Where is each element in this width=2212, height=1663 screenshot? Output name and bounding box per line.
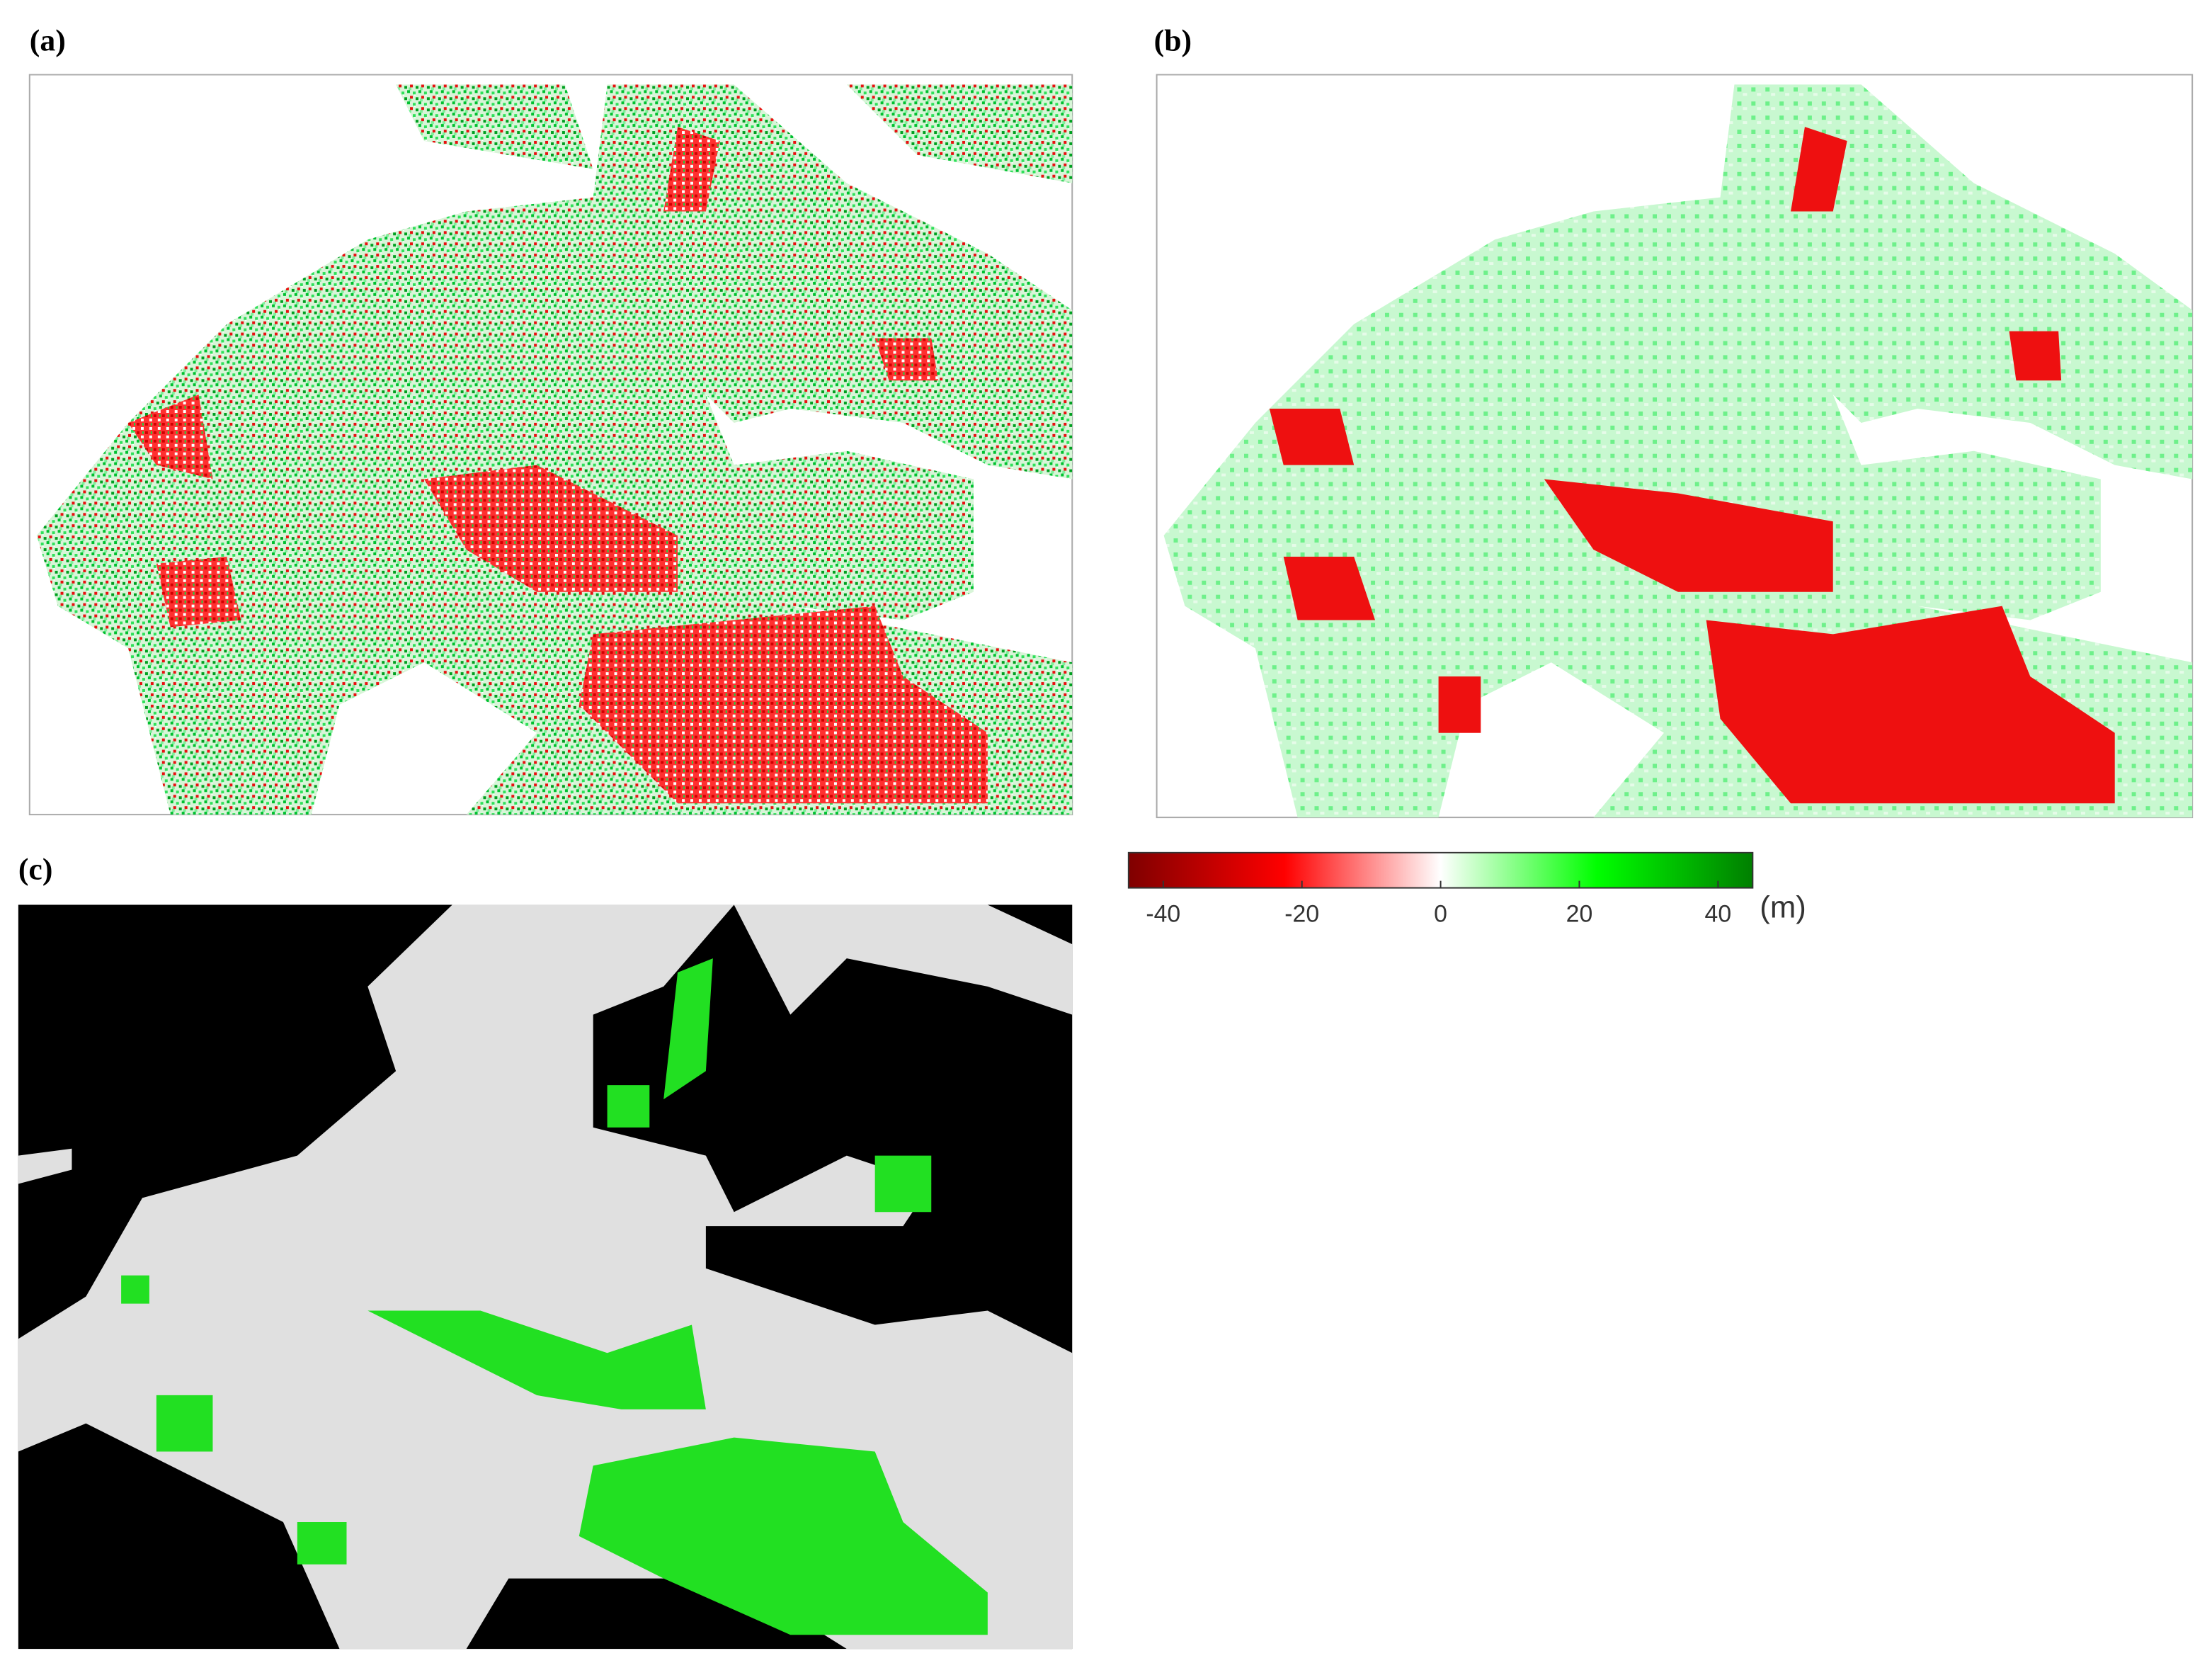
panel-label: (c) <box>18 853 53 887</box>
colorbar-tick-label: -20 <box>1284 900 1319 927</box>
mask-area <box>18 904 1073 1184</box>
decrease-area <box>128 127 988 804</box>
panel-c <box>18 904 1073 1650</box>
colorbar-tick-label: 20 <box>1566 900 1593 927</box>
panel-label: (a) <box>30 24 66 58</box>
colorbar-tick-label: 40 <box>1705 900 1732 927</box>
panel-a <box>28 74 1073 816</box>
panel-label: (b) <box>1154 24 1192 58</box>
colorbar-tick-label: 0 <box>1434 900 1447 927</box>
decrease-area <box>1269 127 2115 804</box>
colorbar-tick-label: -40 <box>1146 900 1180 927</box>
panel-b <box>1156 74 2194 819</box>
detected-area <box>121 958 988 1635</box>
change-area <box>396 84 1073 183</box>
colorbar: (m) -40 -20 0 20 40 <box>1127 851 1806 927</box>
colorbar-unit: (m) <box>1760 890 1806 924</box>
